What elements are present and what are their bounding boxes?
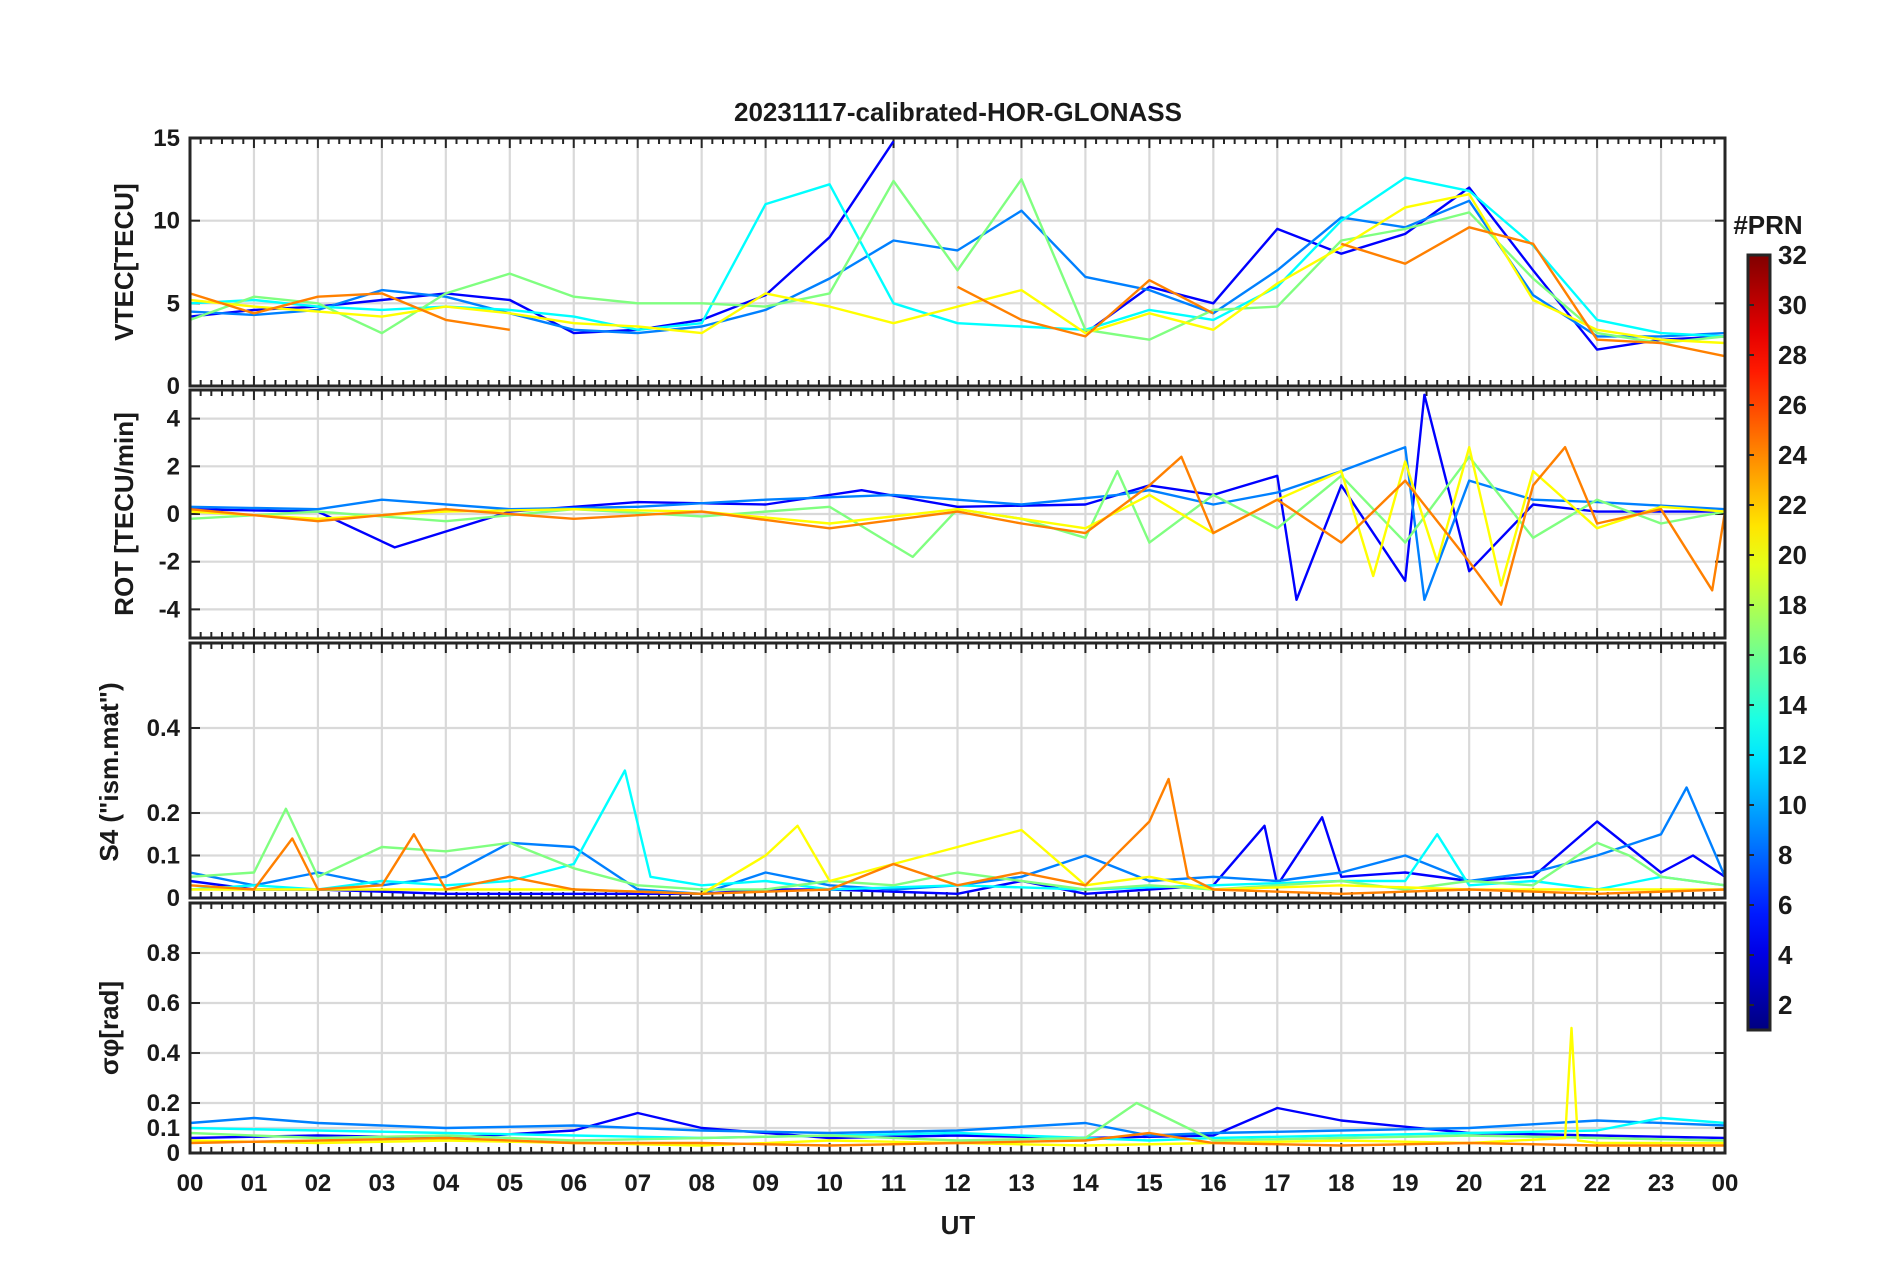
x-axis-label: UT bbox=[941, 1210, 976, 1240]
x-tick-label: 22 bbox=[1584, 1170, 1611, 1197]
x-tick-label: 15 bbox=[1136, 1170, 1163, 1197]
x-tick-label: 20 bbox=[1456, 1170, 1483, 1197]
x-tick-label: 00 bbox=[1712, 1170, 1739, 1197]
series-line-prn-8 bbox=[189, 786, 1727, 895]
colorbar-label: #PRN bbox=[1733, 210, 1802, 240]
panel-frame bbox=[188, 388, 1727, 640]
colorbar-tick-label: 12 bbox=[1778, 740, 1807, 770]
colorbar-tick-label: 4 bbox=[1778, 940, 1793, 970]
y-axis-label: ROT [TECU/min] bbox=[109, 412, 139, 616]
x-tick-label: 11 bbox=[881, 1170, 906, 1197]
y-tick-label: 0.1 bbox=[147, 843, 180, 870]
series-line-prn-24 bbox=[189, 777, 1726, 895]
y-tick-label: 0.2 bbox=[147, 800, 180, 827]
panel-3: 0 0.1 0.2 0.4 S4 ("ism.mat") bbox=[94, 641, 1727, 912]
y-tick-label: 15 bbox=[153, 125, 180, 152]
x-tick-label: 07 bbox=[624, 1170, 651, 1197]
panel-4: 00.10.2 0.4 0.6 0.8 σφ[rad] bbox=[94, 901, 1727, 1167]
series-line-prn-15 bbox=[189, 455, 1726, 559]
x-tick-label: 04 bbox=[432, 1170, 459, 1197]
series-line-prn-20 bbox=[190, 824, 1725, 895]
panel-2: -4 -2 0 2 4 ROT [TECU/min] bbox=[109, 388, 1727, 640]
y-tick-label: 0 bbox=[167, 501, 180, 528]
series-line-prn-7 bbox=[189, 199, 1726, 338]
y-tick-label: 4 bbox=[167, 406, 181, 433]
panel-frame bbox=[188, 136, 1727, 388]
y-tick-label: 0 bbox=[167, 1140, 180, 1167]
x-tick-label: 00 bbox=[177, 1170, 204, 1197]
y-tick-label: 0.8 bbox=[147, 940, 180, 967]
x-tick-label: 13 bbox=[1008, 1170, 1035, 1197]
y-tick-label: 0.1 bbox=[147, 1115, 180, 1142]
x-tick-label: 14 bbox=[1072, 1170, 1099, 1197]
series-line-prn-20 bbox=[189, 1026, 1725, 1147]
panel-frame bbox=[188, 641, 1727, 900]
series-line-prn-24 bbox=[189, 1131, 1725, 1147]
colorbar-tick-label: 20 bbox=[1778, 540, 1807, 570]
y-tick-label: 0.2 bbox=[147, 1090, 180, 1117]
series-line-prn-3 bbox=[189, 140, 1726, 351]
series-line-prn-17 bbox=[189, 178, 1726, 345]
colorbar-frame bbox=[1746, 253, 1772, 1032]
y-axis-label: VTEC[TECU] bbox=[109, 183, 139, 340]
x-tick-label: 01 bbox=[241, 1170, 268, 1197]
series-line-prn-17 bbox=[189, 1101, 1726, 1142]
x-tick-label: 10 bbox=[816, 1170, 843, 1197]
colorbar-tick-label: 2 bbox=[1778, 990, 1792, 1020]
colorbar-gradient bbox=[1748, 255, 1770, 1030]
colorbar-tick-label: 8 bbox=[1778, 840, 1792, 870]
y-tick-label: 0.4 bbox=[147, 715, 181, 742]
panel-frame bbox=[188, 901, 1727, 1155]
y-tick-label: 0.4 bbox=[147, 1040, 181, 1067]
x-tick-label: 02 bbox=[305, 1170, 332, 1197]
colorbar-tick-label: 16 bbox=[1778, 640, 1807, 670]
series-line-prn-9 bbox=[189, 1116, 1726, 1137]
series-line-prn-24 bbox=[189, 226, 1726, 358]
y-axis-label: σφ[rad] bbox=[94, 981, 124, 1075]
colorbar-tick-label: 18 bbox=[1778, 590, 1807, 620]
series-line-prn-24 bbox=[189, 446, 1727, 606]
y-tick-label: 10 bbox=[153, 208, 180, 235]
colorbar-tick-label: 14 bbox=[1778, 690, 1807, 720]
y-tick-label: 5 bbox=[167, 290, 180, 317]
y-tick-label: 2 bbox=[167, 453, 180, 480]
x-tick-label: 18 bbox=[1328, 1170, 1355, 1197]
x-tick-label: 12 bbox=[944, 1170, 971, 1197]
y-tick-label: 0.6 bbox=[147, 990, 180, 1017]
colorbar-tick-label: 10 bbox=[1778, 790, 1807, 820]
series-line-prn-20 bbox=[189, 193, 1726, 345]
x-tick-label: 09 bbox=[752, 1170, 779, 1197]
x-tick-label: 23 bbox=[1648, 1170, 1675, 1197]
colorbar-tick-label: 28 bbox=[1778, 340, 1807, 370]
colorbar-tick-label: 26 bbox=[1778, 390, 1807, 420]
x-tick-label: 21 bbox=[1520, 1170, 1547, 1197]
y-tick-label: 0 bbox=[167, 373, 180, 400]
panel-1: 0 5 10 15 VTEC[TECU] bbox=[109, 125, 1727, 400]
y-tick-label: -2 bbox=[159, 549, 180, 576]
colorbar-tick-label: 24 bbox=[1778, 440, 1807, 470]
y-tick-label: -4 bbox=[159, 596, 181, 623]
series-line-prn-16 bbox=[189, 807, 1726, 891]
y-tick-label: 0 bbox=[167, 885, 180, 912]
y-axis-label: S4 ("ism.mat") bbox=[94, 682, 124, 861]
x-tick-label: 08 bbox=[688, 1170, 715, 1197]
x-tick-label: 03 bbox=[369, 1170, 396, 1197]
x-tick-label: 16 bbox=[1200, 1170, 1227, 1197]
colorbar-tick-label: 30 bbox=[1778, 290, 1807, 320]
x-tick-label: 17 bbox=[1264, 1170, 1291, 1197]
x-tick-label: 19 bbox=[1392, 1170, 1419, 1197]
colorbar-tick-label: 32 bbox=[1778, 240, 1807, 270]
colorbar-tick-label: 22 bbox=[1778, 490, 1807, 520]
chart-title: 20231117-calibrated-HOR-GLONASS bbox=[734, 97, 1182, 127]
x-tick-label: 06 bbox=[560, 1170, 587, 1197]
colorbar-tick-label: 6 bbox=[1778, 890, 1792, 920]
x-tick-label: 05 bbox=[496, 1170, 523, 1197]
